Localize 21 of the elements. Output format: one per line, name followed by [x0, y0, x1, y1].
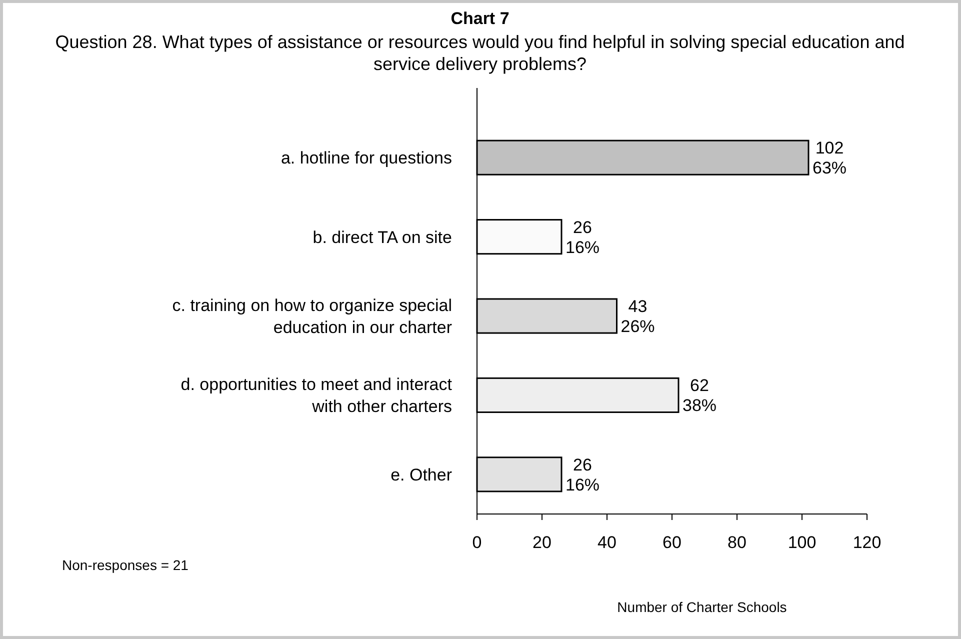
text: Non-responses = 21: [62, 557, 189, 573]
data-label: 26 16%: [565, 218, 600, 257]
x-axis-title: Number of Charter Schools: [617, 599, 787, 615]
chart-title: Chart 7: [450, 9, 510, 28]
y-tick-label: c. training on how to organize special education in our charter: [172, 296, 452, 337]
y-tick-label: a. hotline for questions: [280, 148, 452, 168]
x-tick-label: 60: [662, 533, 682, 552]
data-label: 62 38%: [682, 376, 717, 416]
x-tick-label: 80: [728, 533, 746, 552]
data-label: 43 26%: [620, 297, 655, 336]
y-tick-label: b. direct TA on site: [312, 228, 452, 247]
x-tick-label: 0: [472, 533, 482, 552]
x-tick-label: 40: [598, 533, 616, 552]
y-tick-label: d. opportunities to meet and interact with other charters: [180, 375, 452, 416]
x-tick-label: 120: [852, 533, 882, 552]
y-tick-label: e. Other: [390, 465, 452, 484]
chart-subtitle: Question 28. What types of assistance or resources would you find helpful in solving special education and service delivery problems?: [55, 32, 905, 74]
data-label: 102 63%: [812, 138, 847, 178]
data-label: 26 16%: [565, 455, 600, 494]
x-tick-label: 100: [788, 533, 816, 552]
x-tick-label: 20: [532, 533, 552, 552]
